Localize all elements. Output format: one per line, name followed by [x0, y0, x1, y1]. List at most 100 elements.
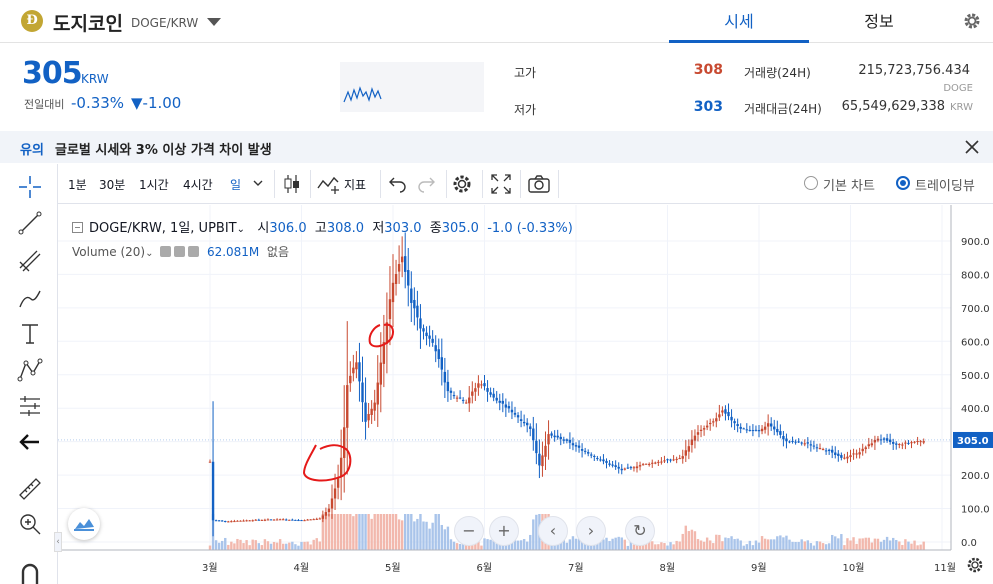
volume-bar	[675, 540, 678, 550]
candle-body	[562, 439, 565, 441]
fib-retracement-icon[interactable]	[17, 248, 43, 274]
volume-bar	[391, 514, 395, 550]
text-tool-icon[interactable]	[17, 321, 43, 347]
settings-icon[interactable]	[174, 246, 186, 257]
volume-bar	[291, 541, 294, 550]
volume-bar	[626, 545, 630, 550]
last-price-label: 305.0	[957, 436, 989, 447]
volume-bar	[745, 544, 748, 550]
volume-indicator-label[interactable]: Volume (20)	[72, 245, 146, 259]
candle-body	[644, 463, 648, 465]
candle-body	[864, 447, 867, 450]
volume-bar	[791, 541, 794, 550]
sparkline-chart	[340, 62, 484, 112]
chevron-down-icon[interactable]	[250, 175, 266, 191]
volume-bar	[269, 543, 273, 550]
volume-bar	[709, 540, 712, 550]
candle-body	[818, 448, 822, 450]
gear-icon[interactable]	[450, 172, 474, 196]
candle-body	[721, 410, 724, 413]
zoom-in-icon[interactable]	[17, 511, 43, 537]
amount-value: 65,549,629,338	[841, 99, 945, 114]
candle-body	[507, 406, 511, 409]
remove-icon[interactable]	[188, 246, 200, 257]
candle-body	[248, 520, 251, 522]
gear-icon[interactable]	[962, 11, 982, 31]
ruler-icon[interactable]	[17, 476, 43, 502]
volume-bar	[657, 544, 660, 550]
redo-icon[interactable]	[414, 172, 438, 196]
volume-bar	[803, 541, 806, 550]
volume-bar	[513, 540, 517, 550]
volume-bar	[687, 531, 691, 550]
arrow-left-icon[interactable]	[17, 429, 43, 455]
volume-bar	[278, 539, 282, 550]
candle-body	[882, 438, 886, 440]
candlestick-chart[interactable]: 0.0100.0200.0300.0400.0500.0600.0700.080…	[58, 205, 993, 584]
pattern-icon[interactable]	[17, 357, 43, 383]
close-icon[interactable]	[965, 140, 979, 154]
tab-info[interactable]: 정보	[864, 12, 894, 31]
tradingview-label[interactable]: 트레이딩뷰	[915, 179, 975, 194]
volume-bar	[379, 514, 382, 550]
candle-body	[757, 430, 761, 432]
scroll-right-button[interactable]: ›	[576, 516, 606, 546]
timeframe-1m[interactable]: 1분	[68, 178, 87, 192]
zoom-in-button[interactable]: +	[489, 516, 519, 546]
candle-body	[709, 422, 712, 425]
timeframe-1h[interactable]: 1시간	[139, 178, 169, 192]
volume-bar	[593, 542, 596, 550]
chevron-down-icon[interactable]	[207, 18, 221, 26]
volume-bar	[364, 514, 367, 550]
candle-body	[611, 464, 614, 466]
fullscreen-icon[interactable]	[489, 172, 513, 196]
volume-bar	[776, 536, 779, 550]
basic-chart-radio[interactable]	[804, 176, 818, 190]
collapse-legend-icon[interactable]	[72, 222, 83, 233]
eye-icon[interactable]	[160, 246, 172, 257]
volume-bar	[760, 536, 764, 550]
candlestick-type-icon[interactable]	[280, 172, 304, 196]
candle-body	[663, 460, 666, 462]
y-tick-label: 800.0	[961, 270, 990, 281]
volume-bar	[846, 538, 849, 550]
candle-body	[434, 345, 437, 352]
volume-bar	[702, 541, 706, 550]
camera-icon[interactable]	[527, 172, 551, 196]
chart-settings-gear-icon[interactable]	[965, 555, 985, 575]
volume-bar	[922, 541, 925, 550]
reset-chart-button[interactable]: ↻	[625, 516, 655, 546]
tradingview-logo-button[interactable]	[68, 508, 100, 540]
tradingview-radio[interactable]	[896, 176, 910, 190]
indicators-icon[interactable]	[316, 172, 340, 196]
zoom-out-button[interactable]: −	[454, 516, 484, 546]
price-chart[interactable]: 0.0100.0200.0300.0400.0500.0600.0700.080…	[58, 205, 993, 584]
measure-icon[interactable]	[17, 393, 43, 419]
timeframe-4h[interactable]: 4시간	[183, 178, 213, 192]
candle-body	[458, 397, 462, 399]
brush-icon[interactable]	[17, 285, 43, 311]
volume-bar	[242, 543, 245, 550]
tab-sise[interactable]: 시세	[669, 0, 809, 43]
candle-body	[599, 459, 602, 461]
basic-chart-label[interactable]: 기본 차트	[823, 179, 875, 194]
scroll-left-button[interactable]: ‹	[538, 516, 568, 546]
candle-body	[690, 439, 694, 446]
collapse-toolbar-button[interactable]: ‹	[54, 532, 62, 552]
undo-icon[interactable]	[386, 172, 410, 196]
volume-bar	[651, 541, 654, 550]
candle-body	[330, 498, 334, 509]
trend-line-icon[interactable]	[17, 210, 43, 236]
legend-low: 303.0	[384, 221, 422, 236]
legend-change: -1.0 (-0.33%)	[487, 221, 573, 236]
volume-bar	[227, 544, 230, 550]
crosshair-icon[interactable]	[17, 174, 43, 200]
magnet-icon[interactable]	[17, 560, 43, 584]
legend-symbol[interactable]: DOGE/KRW, 1일, UPBIT	[89, 221, 237, 236]
volume-bar	[245, 540, 248, 550]
timeframe-30m[interactable]: 30분	[99, 178, 126, 192]
timeframe-1d[interactable]: 일	[230, 178, 242, 192]
indicators-button[interactable]: 지표	[344, 178, 367, 192]
volume-bar	[526, 541, 529, 550]
volume-bar	[901, 544, 904, 550]
